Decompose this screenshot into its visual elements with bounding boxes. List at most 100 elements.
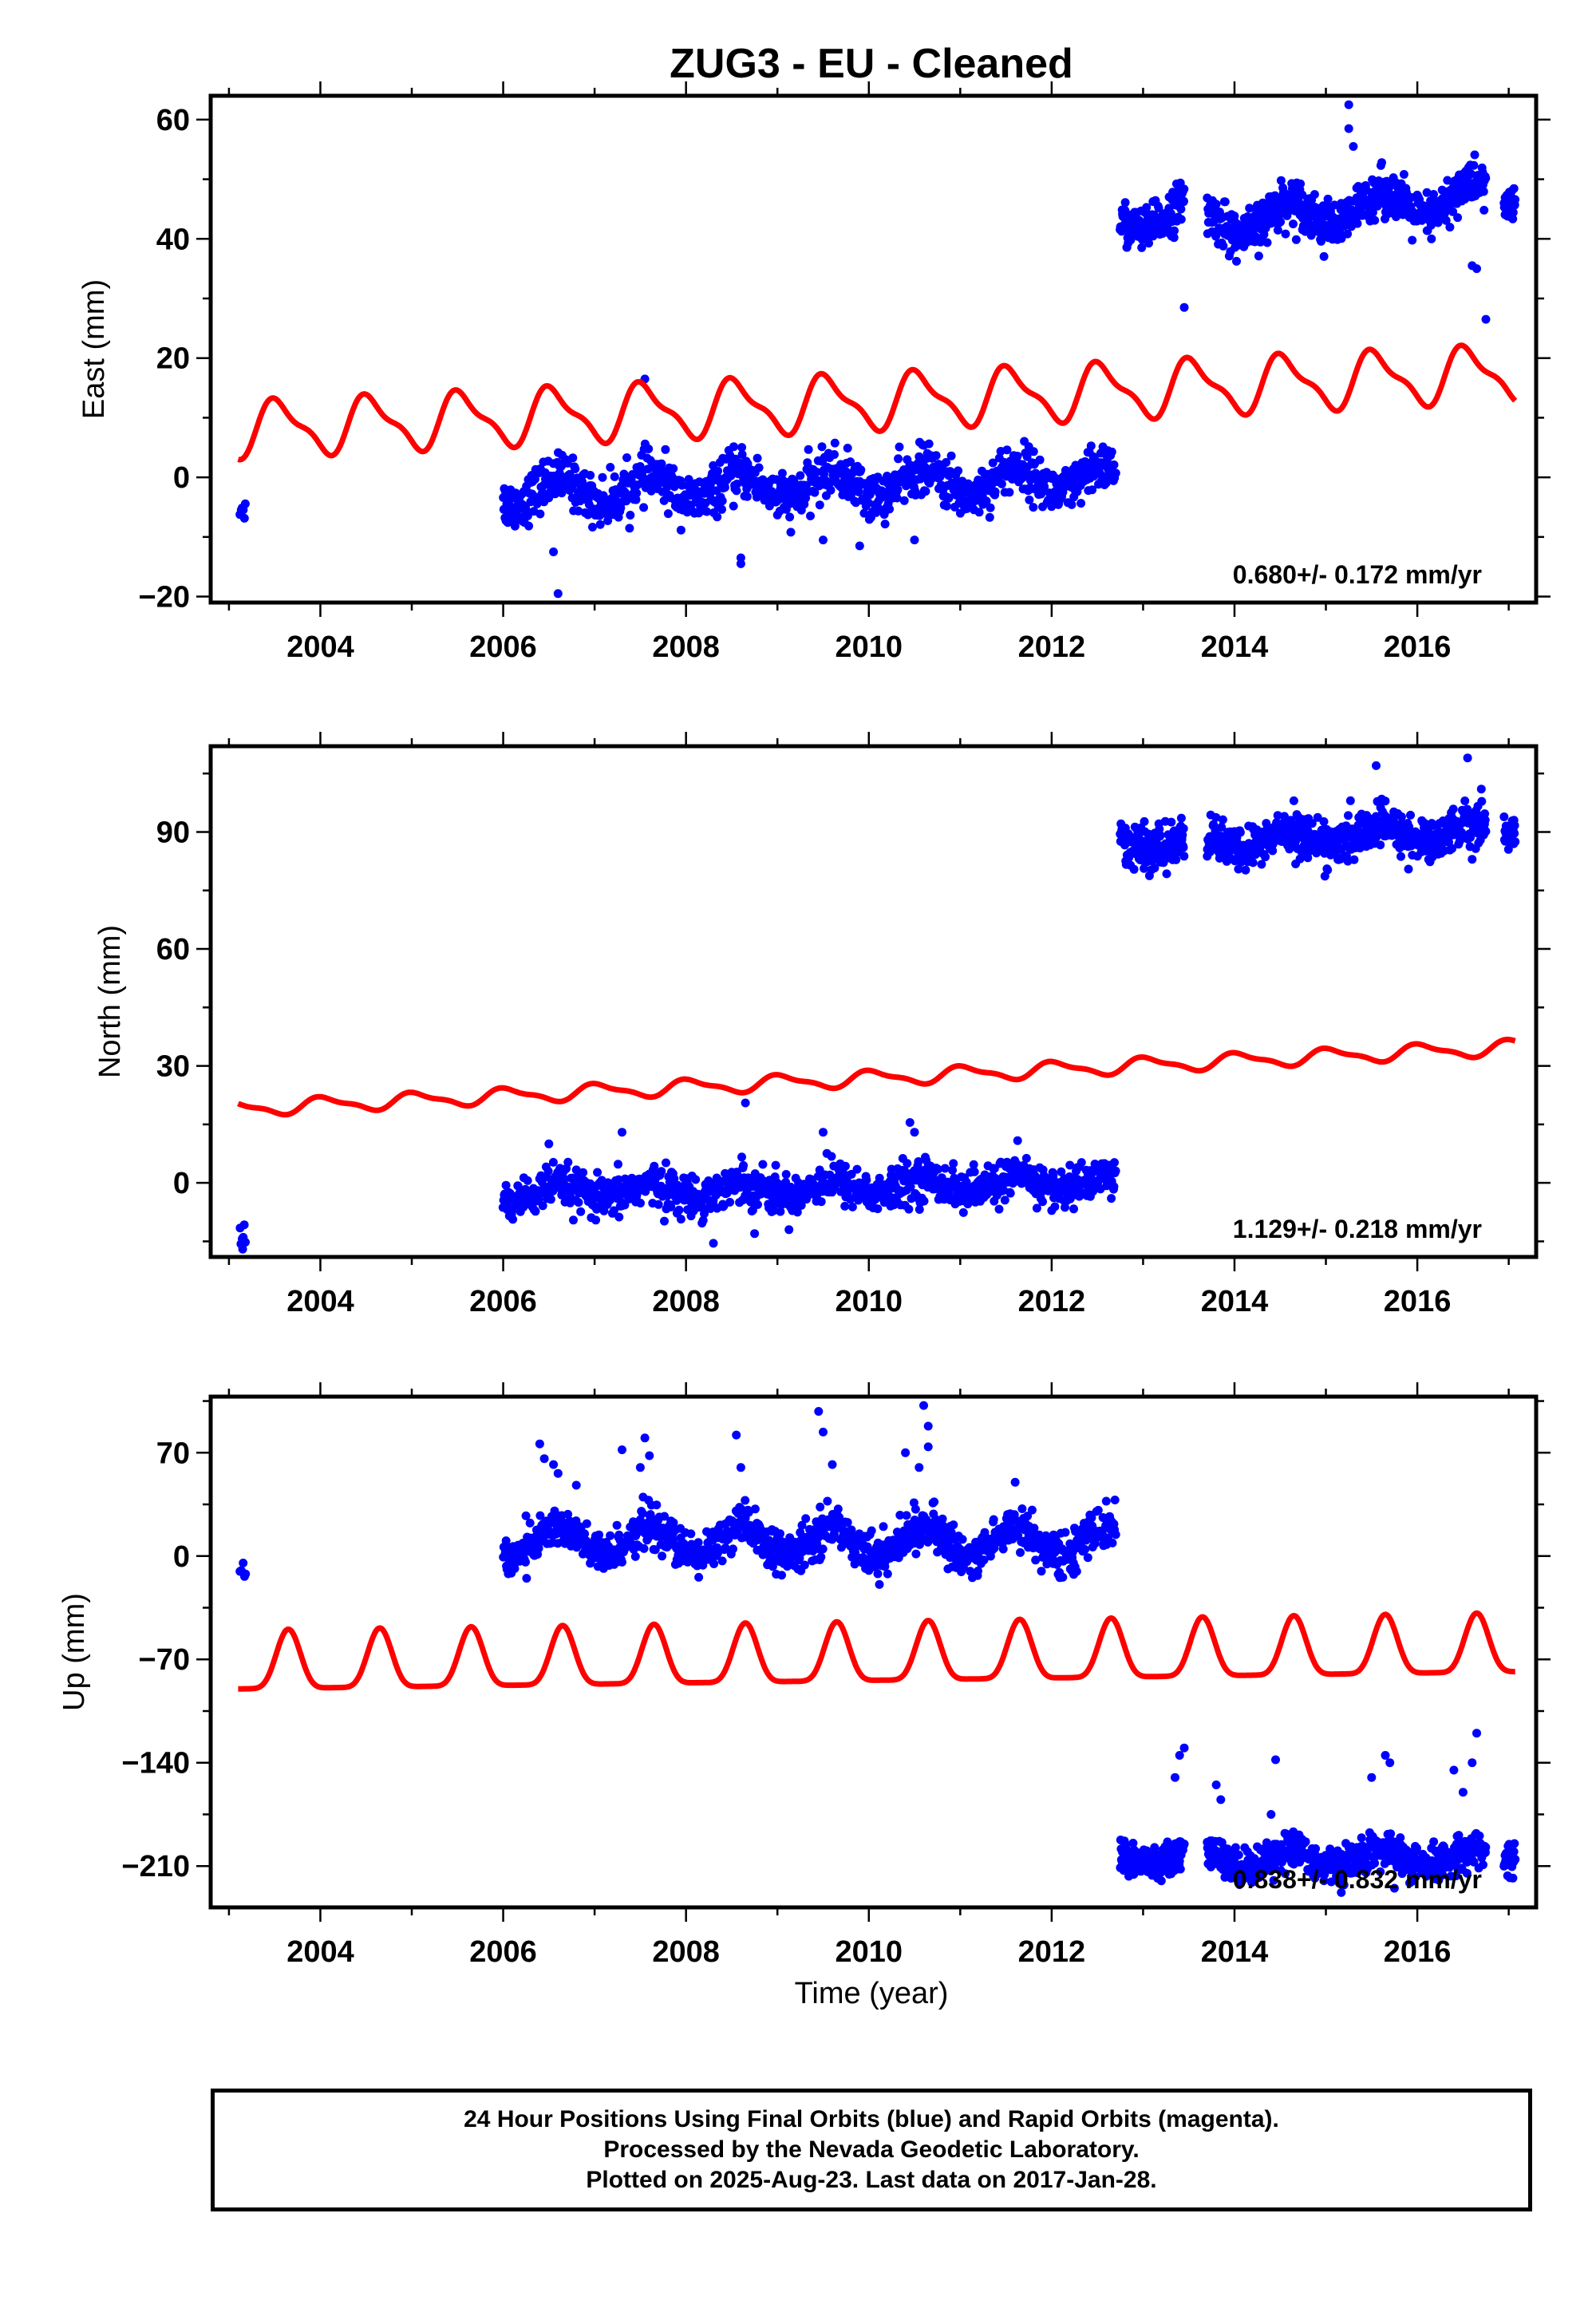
observation-point bbox=[990, 487, 1000, 496]
observation-point bbox=[753, 453, 762, 463]
y-tick-label: 60 bbox=[156, 933, 190, 966]
observation-point bbox=[586, 471, 595, 480]
observation-point bbox=[982, 496, 991, 506]
observation-point bbox=[610, 472, 619, 481]
north-panel: 2004 2006 2008 2010 2012 2014 20160306090North… bbox=[93, 732, 1551, 1318]
observation-point bbox=[776, 1207, 785, 1216]
observation-point bbox=[1142, 203, 1152, 212]
observation-point bbox=[626, 511, 635, 520]
observation-point bbox=[1178, 830, 1187, 840]
observation-point bbox=[1129, 864, 1139, 874]
observation-point bbox=[1002, 445, 1012, 455]
observation-point bbox=[1179, 852, 1189, 861]
observation-point bbox=[565, 469, 575, 479]
observation-point bbox=[810, 488, 820, 497]
observation-point bbox=[548, 1157, 558, 1167]
observation-point bbox=[1232, 256, 1241, 266]
observation-point bbox=[636, 1199, 645, 1207]
observation-point bbox=[911, 1549, 921, 1559]
observation-point bbox=[676, 1215, 685, 1224]
y-tick-label: 20 bbox=[156, 342, 190, 376]
observation-point bbox=[606, 463, 615, 472]
observation-point bbox=[1218, 815, 1227, 824]
observation-point bbox=[816, 1502, 825, 1512]
observation-point bbox=[1077, 499, 1086, 508]
observation-point bbox=[568, 453, 578, 463]
observation-point bbox=[815, 500, 824, 510]
observation-point bbox=[819, 536, 828, 545]
observation-point bbox=[598, 472, 607, 482]
observation-point bbox=[595, 1530, 604, 1539]
y-axis-label: Up (mm) bbox=[57, 1593, 91, 1711]
observation-point bbox=[521, 1511, 531, 1520]
observation-point bbox=[535, 509, 545, 519]
observation-point bbox=[1481, 173, 1491, 183]
observation-point bbox=[942, 501, 951, 511]
observation-point bbox=[603, 516, 613, 525]
observation-point bbox=[862, 1176, 871, 1185]
observation-point bbox=[632, 488, 642, 498]
observation-point bbox=[525, 1518, 535, 1528]
observation-point bbox=[1021, 1153, 1031, 1163]
observation-point bbox=[720, 483, 729, 492]
x-tick-label: 2004 bbox=[286, 630, 354, 664]
figure-title: ZUG3 - EU - Cleaned bbox=[670, 41, 1073, 87]
x-tick-label: 2004 bbox=[286, 1935, 354, 1969]
observation-point bbox=[1460, 796, 1470, 805]
observation-point bbox=[902, 1511, 911, 1520]
observation-point bbox=[549, 547, 559, 556]
observation-point bbox=[1477, 796, 1487, 806]
x-tick-label: 2004 bbox=[286, 1285, 354, 1318]
observation-point bbox=[1032, 1203, 1041, 1213]
observation-point bbox=[1381, 796, 1390, 806]
observation-point bbox=[969, 1160, 978, 1169]
observation-point bbox=[924, 439, 934, 449]
observation-point bbox=[1037, 1567, 1046, 1576]
x-tick-label: 2008 bbox=[652, 1285, 720, 1318]
observation-point bbox=[1499, 812, 1509, 821]
observation-point bbox=[639, 503, 649, 512]
observation-point bbox=[1137, 243, 1147, 252]
observation-point bbox=[1268, 846, 1278, 856]
observation-point bbox=[1171, 855, 1181, 864]
observation-point bbox=[753, 1199, 762, 1209]
observation-point bbox=[1344, 811, 1353, 820]
observation-point bbox=[510, 1563, 519, 1573]
observation-point bbox=[1345, 796, 1355, 805]
observation-point bbox=[240, 499, 250, 508]
observation-point bbox=[534, 1543, 543, 1553]
observation-point bbox=[739, 1160, 749, 1170]
observation-point bbox=[674, 1205, 684, 1215]
observation-point bbox=[1476, 785, 1486, 794]
observation-point bbox=[1017, 1504, 1027, 1513]
observation-point bbox=[1422, 188, 1432, 197]
observation-point bbox=[904, 1204, 914, 1214]
observation-point bbox=[521, 504, 531, 514]
observation-point bbox=[709, 1239, 718, 1248]
observation-point bbox=[931, 451, 941, 460]
x-tick-label: 2010 bbox=[835, 1285, 903, 1318]
y-axis-label: East (mm) bbox=[77, 279, 111, 419]
observation-point bbox=[717, 1556, 727, 1566]
observation-point bbox=[777, 468, 787, 478]
observation-point bbox=[593, 1168, 602, 1177]
observation-point bbox=[713, 512, 722, 522]
observation-point bbox=[801, 1514, 811, 1524]
observation-point bbox=[852, 1164, 862, 1174]
observation-point bbox=[578, 477, 587, 487]
observation-point bbox=[576, 1207, 586, 1216]
observation-point bbox=[1109, 460, 1119, 469]
observation-point bbox=[660, 1512, 670, 1521]
observation-point bbox=[1027, 1505, 1037, 1515]
observation-point bbox=[938, 1514, 947, 1524]
observation-point bbox=[1396, 852, 1405, 861]
observation-point bbox=[906, 1182, 915, 1192]
observation-point bbox=[879, 1522, 888, 1531]
observation-point bbox=[1107, 1194, 1116, 1203]
observation-point bbox=[1107, 447, 1116, 456]
observation-point bbox=[1057, 1167, 1066, 1176]
observation-point bbox=[958, 1207, 968, 1217]
observation-point bbox=[781, 1170, 791, 1179]
observation-point bbox=[930, 1497, 939, 1507]
observation-point bbox=[1466, 832, 1476, 842]
